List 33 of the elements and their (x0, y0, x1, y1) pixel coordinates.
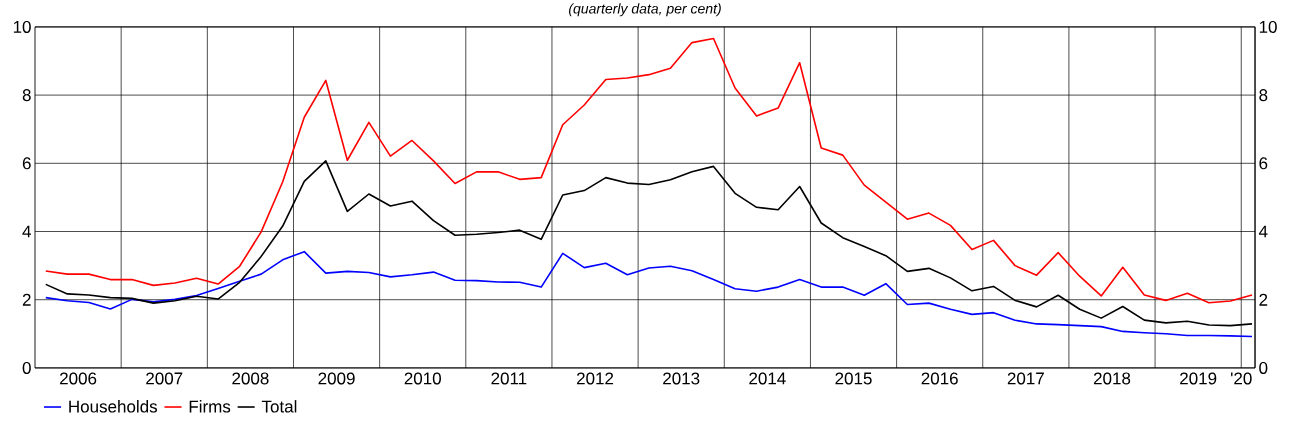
x-tick-label: 2019 (1180, 372, 1217, 385)
x-tick-label: 2012 (577, 372, 614, 385)
y2-tick-label: 4 (1258, 225, 1268, 238)
x-tick-label: '20 (1231, 372, 1252, 385)
y2-tick-label: 0 (1259, 361, 1268, 374)
y2-tick-label: 8 (1259, 89, 1268, 102)
legend-label: Firms (189, 400, 231, 413)
x-tick-label: 2006 (60, 372, 97, 385)
x-tick-label: 2018 (1093, 372, 1131, 385)
line-series (44, 250, 1253, 338)
x-tick-label: 2010 (404, 372, 441, 385)
x-tick-label: 2017 (1007, 372, 1044, 385)
y-tick-label: 2 (22, 293, 31, 306)
y-tick-label: 4 (22, 225, 31, 238)
x-tick-label: 2014 (749, 372, 786, 385)
y2-tick-label: 2 (1259, 293, 1268, 306)
y-tick-label: 6 (22, 157, 31, 170)
x-tick-label: 2011 (491, 372, 527, 385)
legend-label: Total (261, 400, 297, 413)
y2-tick-label: 10 (1259, 20, 1277, 33)
y2-tick-label: 6 (1259, 157, 1268, 170)
y-tick-label: 10 (13, 20, 31, 33)
x-tick-label: 2015 (835, 372, 872, 385)
legend-label: Households (69, 400, 158, 413)
x-tick-label: 2008 (232, 372, 269, 385)
chart-subtitle: (quarterly data, per cent) (569, 3, 721, 17)
line-series (44, 37, 1253, 304)
y-tick-label: 8 (22, 89, 31, 102)
x-tick-label: 2013 (663, 372, 700, 385)
y-tick-label: 0 (22, 361, 31, 374)
x-tick-label: 2009 (318, 372, 355, 385)
x-tick-label: 2016 (921, 372, 958, 385)
x-tick-label: 2007 (146, 372, 183, 385)
